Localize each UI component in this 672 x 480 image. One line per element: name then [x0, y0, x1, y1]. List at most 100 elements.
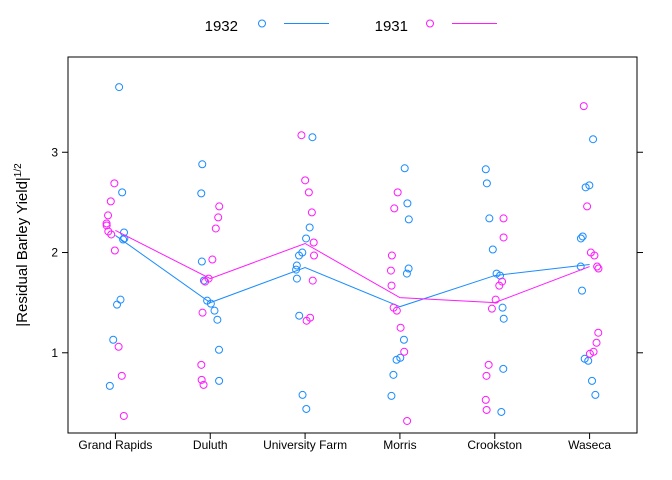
data-point — [298, 390, 307, 399]
y-axis-title: |Residual Barley Yield|1/2 — [13, 163, 31, 327]
data-point — [488, 245, 497, 254]
data-point — [396, 353, 405, 362]
data-point — [403, 199, 412, 208]
data-point — [308, 276, 317, 285]
data-point — [386, 266, 395, 275]
y-axis-title-superscript: 1/2 — [13, 163, 24, 177]
data-point — [389, 370, 398, 379]
data-point — [302, 316, 311, 325]
data-point — [499, 364, 508, 373]
x-tick-label: Grand Rapids — [78, 438, 152, 452]
data-point — [581, 183, 590, 192]
data-point — [114, 342, 123, 351]
data-point — [485, 214, 494, 223]
data-point — [400, 347, 409, 356]
legend: 1932 1931 — [205, 18, 497, 35]
legend-label-1931: 1931 — [375, 18, 408, 35]
data-point — [498, 277, 507, 286]
data-point — [105, 381, 114, 390]
data-point — [482, 371, 491, 380]
data-point — [109, 335, 118, 344]
data-point — [402, 269, 411, 278]
data-point — [404, 215, 413, 224]
data-point — [481, 165, 490, 174]
plot-frame — [67, 56, 638, 434]
data-point — [102, 221, 111, 230]
data-point — [310, 251, 319, 260]
data-point — [590, 251, 599, 260]
data-point — [499, 314, 508, 323]
data-point — [305, 223, 314, 232]
data-point — [579, 102, 588, 111]
data-point — [396, 323, 405, 332]
x-axis: Grand Rapids Duluth University Farm Morris C… — [78, 433, 611, 452]
data-point — [387, 251, 396, 260]
data-point — [197, 257, 206, 266]
y-tick-label: 2 — [51, 246, 58, 260]
data-point — [215, 202, 224, 211]
data-point — [594, 328, 603, 337]
data-point — [589, 135, 598, 144]
data-point — [482, 179, 491, 188]
data-point — [392, 355, 401, 364]
series-1931 — [102, 102, 603, 425]
data-point — [578, 232, 587, 241]
data-point — [304, 188, 313, 197]
series-layer — [102, 83, 603, 425]
x-tick-label: University Farm — [263, 438, 347, 452]
data-point — [119, 235, 128, 244]
data-point — [118, 188, 127, 197]
data-point — [585, 349, 594, 358]
data-point — [292, 261, 301, 270]
data-point — [199, 380, 208, 389]
data-point — [211, 224, 220, 233]
data-point — [491, 295, 500, 304]
data-point — [594, 264, 603, 273]
data-point — [110, 179, 119, 188]
y-axis: 1 2 3 — [51, 145, 643, 360]
data-point — [307, 208, 316, 217]
data-point — [392, 306, 401, 315]
data-point — [588, 376, 597, 385]
data-point — [215, 345, 224, 354]
data-point — [107, 230, 116, 239]
data-point — [206, 299, 215, 308]
data-point — [208, 255, 217, 264]
legend-point-symbol-1931 — [426, 19, 434, 28]
legend-label-1932: 1932 — [205, 18, 238, 35]
data-point — [403, 416, 412, 425]
data-point — [591, 390, 600, 399]
data-point — [213, 315, 222, 324]
mean-line — [115, 235, 590, 308]
data-point — [115, 83, 124, 92]
data-point — [576, 234, 585, 243]
data-point — [302, 404, 311, 413]
data-point — [499, 233, 508, 242]
data-point — [592, 338, 601, 347]
mean-line — [115, 230, 590, 304]
data-point — [583, 202, 592, 211]
x-tick-label: Crookston — [467, 438, 522, 452]
data-point — [201, 277, 210, 286]
data-point — [495, 281, 504, 290]
data-point — [498, 303, 507, 312]
data-point — [309, 238, 318, 247]
data-point — [593, 262, 602, 271]
data-point — [399, 335, 408, 344]
data-point — [198, 308, 207, 317]
data-point — [390, 204, 399, 213]
data-point — [292, 274, 301, 283]
data-point — [400, 164, 409, 173]
data-point — [117, 371, 126, 380]
data-point — [404, 264, 413, 273]
data-point — [497, 407, 506, 416]
x-tick-label: Morris — [383, 438, 416, 452]
y-tick-label: 1 — [51, 346, 58, 360]
data-point — [487, 304, 496, 313]
data-point — [199, 276, 208, 285]
data-point — [116, 295, 125, 304]
x-tick-label: Duluth — [193, 438, 228, 452]
data-point — [295, 311, 304, 320]
data-point — [295, 251, 304, 260]
